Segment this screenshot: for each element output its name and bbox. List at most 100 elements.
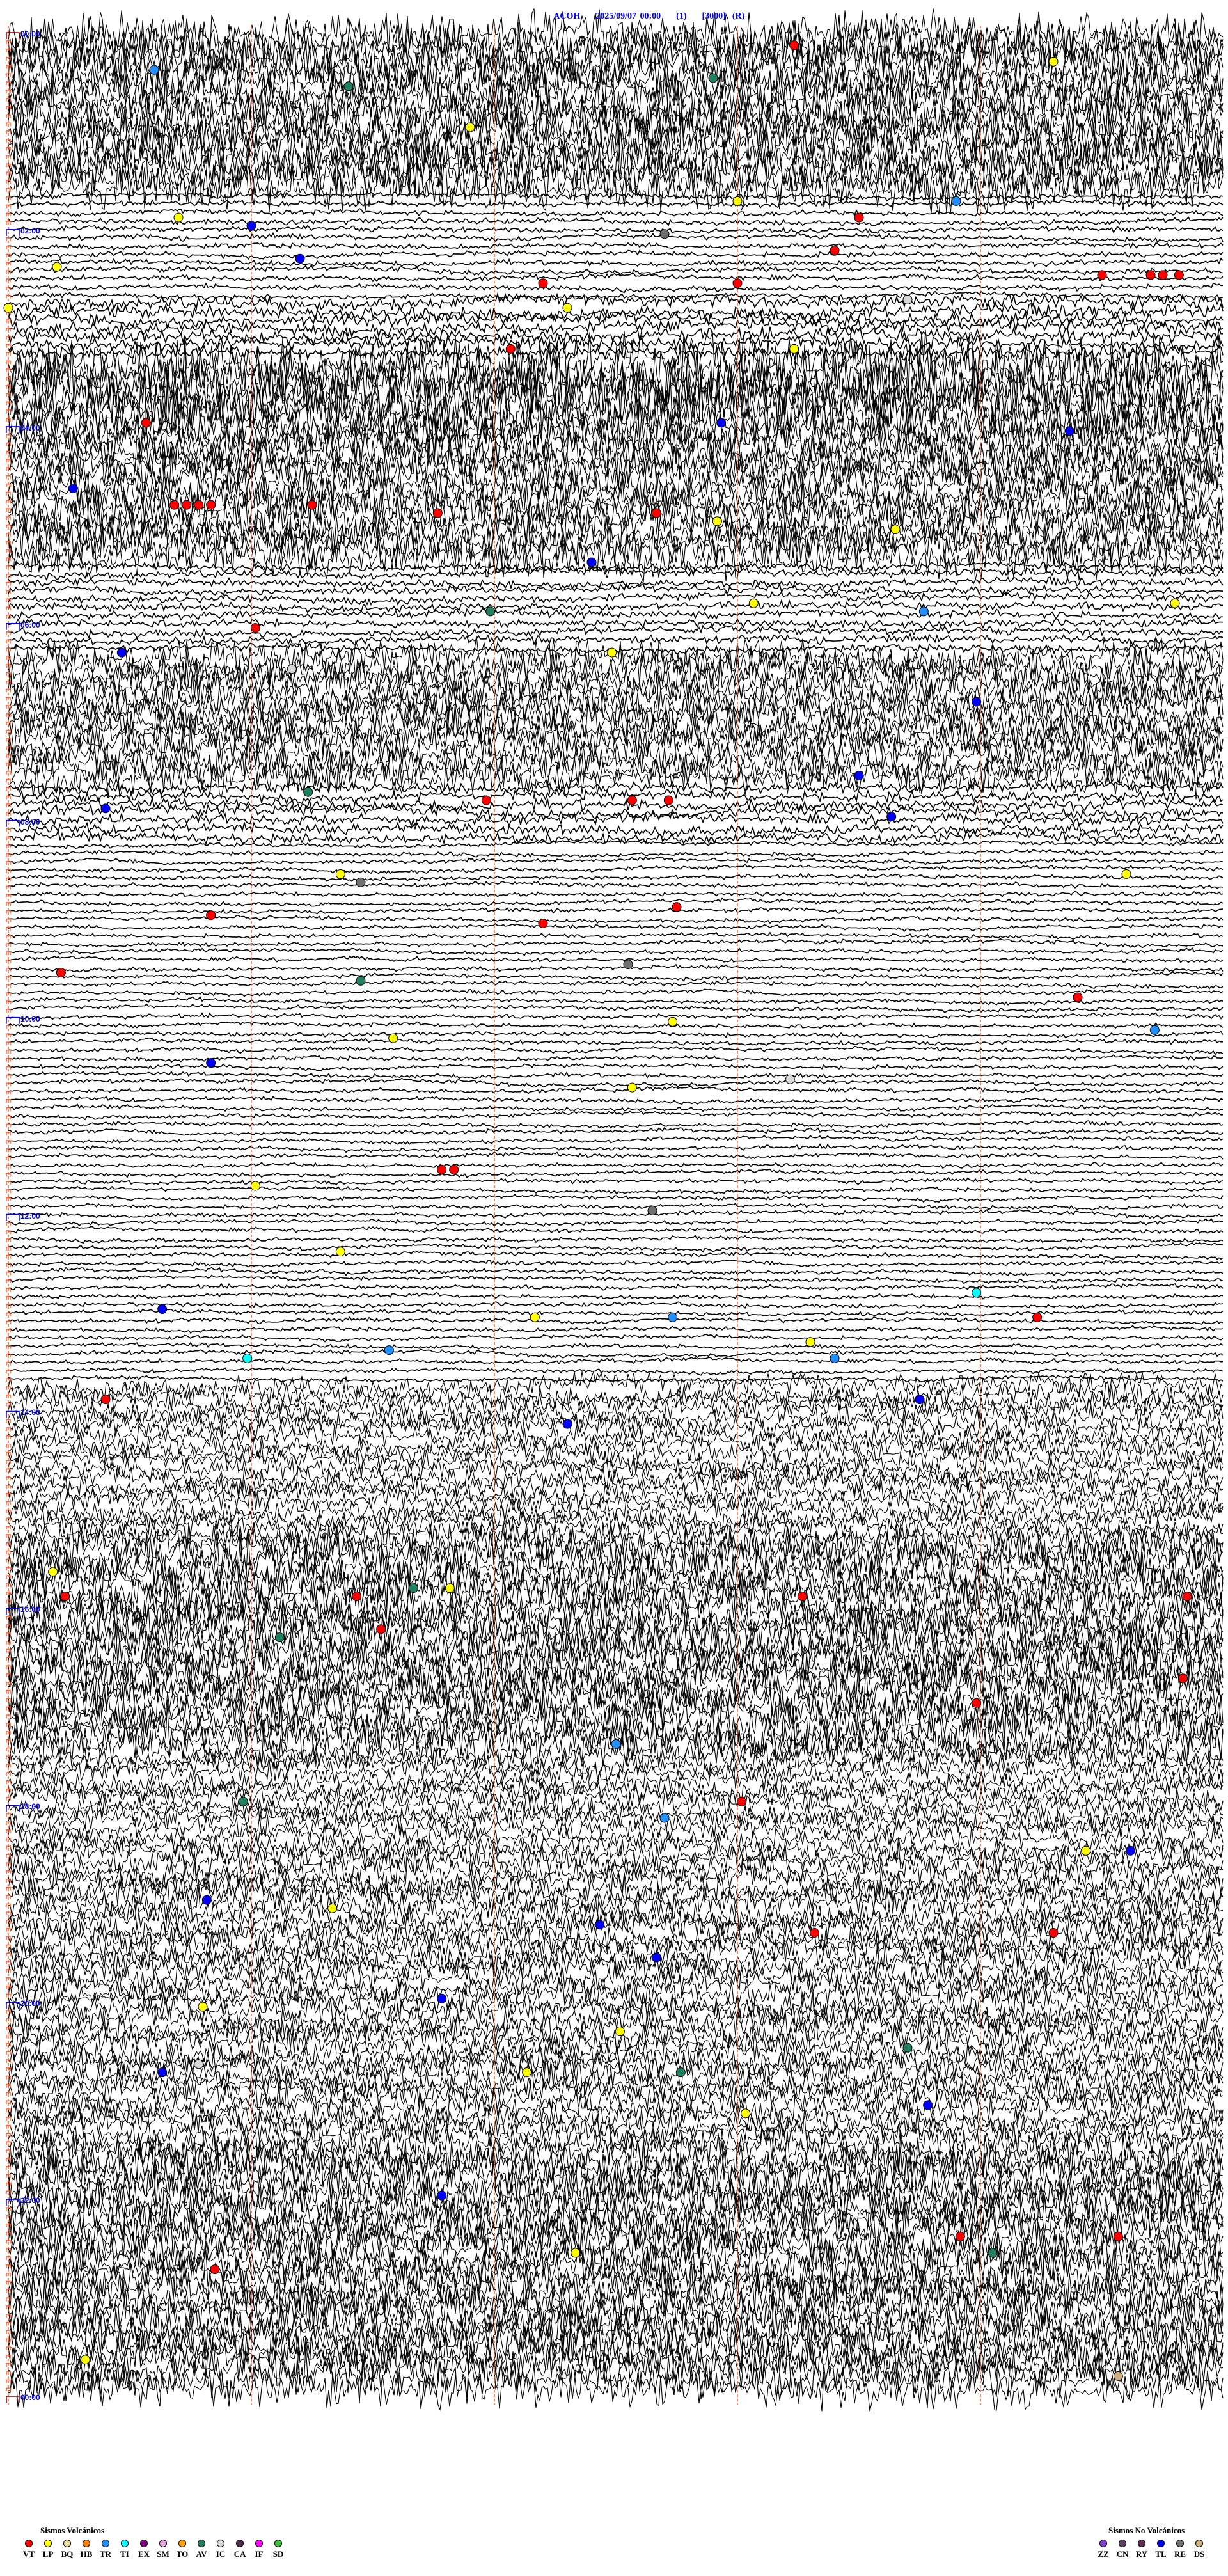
event-av <box>988 2248 998 2258</box>
event-lp <box>1081 1845 1091 1856</box>
row-marker <box>6 763 11 766</box>
row-marker <box>6 2264 11 2268</box>
row-marker <box>6 48 11 52</box>
event-tl <box>206 1058 216 1068</box>
event-re <box>356 877 366 887</box>
row-marker <box>6 1985 11 1989</box>
event-lp <box>522 2067 532 2078</box>
row-marker <box>6 877 11 881</box>
row-marker <box>6 1468 11 1473</box>
row-marker <box>6 73 11 77</box>
row-marker <box>6 1764 11 1768</box>
trace-row <box>8 435 1224 484</box>
row-marker <box>6 2215 11 2219</box>
row-marker <box>6 459 11 463</box>
legend-item-if: IF <box>249 2540 269 2559</box>
trace-row <box>8 47 1224 99</box>
trace-row <box>8 1038 1224 1047</box>
row-marker <box>6 1378 11 1382</box>
legend-item-tr: TR <box>96 2540 115 2559</box>
legend-code: SD <box>272 2549 284 2559</box>
trace-row <box>8 1479 1224 1508</box>
row-marker <box>6 426 20 433</box>
row-marker <box>6 2059 11 2064</box>
row-marker <box>6 787 11 791</box>
trace-row <box>8 1301 1224 1309</box>
row-marker <box>6 1927 11 1932</box>
trace-row <box>8 2215 1224 2262</box>
event-tl <box>68 483 78 493</box>
trace-row <box>8 2141 1224 2191</box>
row-marker <box>6 1542 11 1546</box>
event-lp <box>1170 598 1180 608</box>
row-marker <box>6 2199 20 2206</box>
trace-row <box>8 484 1224 531</box>
row-marker <box>6 1197 11 1201</box>
hour-label: 04:00 <box>20 423 40 432</box>
trace-row <box>8 1012 1224 1020</box>
trace-row <box>8 1950 1224 1984</box>
event-vt <box>663 795 673 805</box>
trace-row <box>8 971 1224 982</box>
row-marker <box>6 1944 11 1948</box>
trace-row <box>8 590 1224 606</box>
row-marker <box>6 746 11 750</box>
row-marker <box>6 1247 11 1251</box>
row-marker <box>6 574 11 578</box>
event-av <box>708 73 718 83</box>
row-marker <box>6 1148 11 1152</box>
event-vt <box>538 278 548 288</box>
row-marker <box>6 1780 11 1784</box>
event-lp <box>52 262 62 272</box>
trace-row <box>8 379 1224 442</box>
row-marker <box>6 557 11 562</box>
trace-row <box>8 502 1224 550</box>
trace-row <box>8 493 1224 540</box>
event-tl <box>157 1304 168 1314</box>
row-marker <box>6 1296 11 1300</box>
row-marker <box>6 976 11 980</box>
legend-dot-icon <box>140 2540 148 2547</box>
row-marker <box>6 2387 11 2392</box>
row-marker <box>6 1969 11 1973</box>
trace-row <box>8 216 1224 227</box>
trace-row <box>8 2124 1224 2159</box>
row-marker <box>6 328 11 331</box>
row-marker <box>6 1107 11 1111</box>
row-marker <box>6 1312 11 1316</box>
row-marker <box>6 1665 11 1670</box>
trace-row <box>8 1968 1224 2003</box>
row-marker <box>6 598 11 603</box>
row-marker <box>6 647 11 652</box>
legend-dot-icon <box>1119 2540 1126 2547</box>
trace-row <box>8 787 1224 805</box>
event-vt <box>194 500 204 510</box>
row-marker <box>6 803 11 808</box>
trace-row <box>8 1077 1224 1088</box>
row-marker <box>6 754 11 759</box>
legend-dot-icon <box>1138 2540 1145 2547</box>
legend-code: RE <box>1174 2549 1186 2559</box>
row-marker <box>6 2362 11 2367</box>
plot-datetime: 2025/09/07 00:00 <box>595 12 661 21</box>
row-marker <box>6 2346 11 2351</box>
trace-row <box>8 2059 1224 2092</box>
row-marker <box>6 1222 11 1226</box>
row-marker <box>6 262 11 266</box>
row-marker <box>6 1895 11 1899</box>
event-tr <box>918 606 929 617</box>
trace-row <box>8 693 1224 736</box>
event-tr <box>384 1345 394 1355</box>
row-marker <box>6 680 11 684</box>
event-lp <box>627 1082 637 1093</box>
row-marker <box>6 532 11 537</box>
legend-item-sm: SM <box>154 2540 173 2559</box>
event-vt <box>830 245 840 255</box>
trace-row <box>8 1194 1224 1203</box>
row-marker <box>6 146 11 151</box>
row-marker <box>6 1132 11 1136</box>
row-marker <box>6 581 11 586</box>
trace-row <box>8 2310 1224 2357</box>
trace-row <box>8 1647 1224 1696</box>
row-marker <box>6 1476 11 1481</box>
